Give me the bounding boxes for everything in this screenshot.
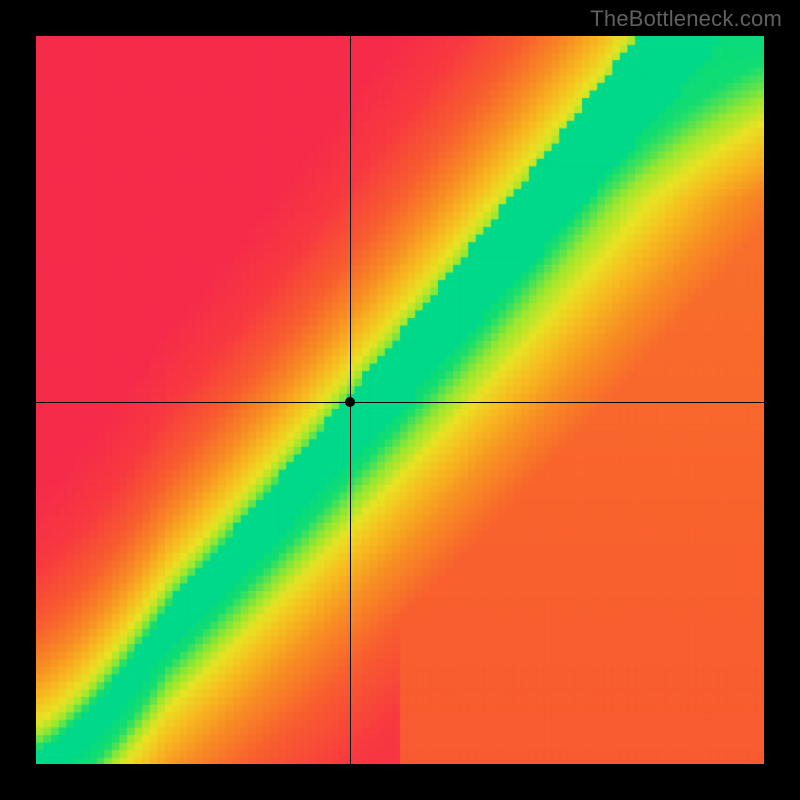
bottleneck-heatmap — [36, 36, 764, 764]
watermark-text: TheBottleneck.com — [590, 6, 782, 32]
crosshair-horizontal — [36, 402, 764, 403]
